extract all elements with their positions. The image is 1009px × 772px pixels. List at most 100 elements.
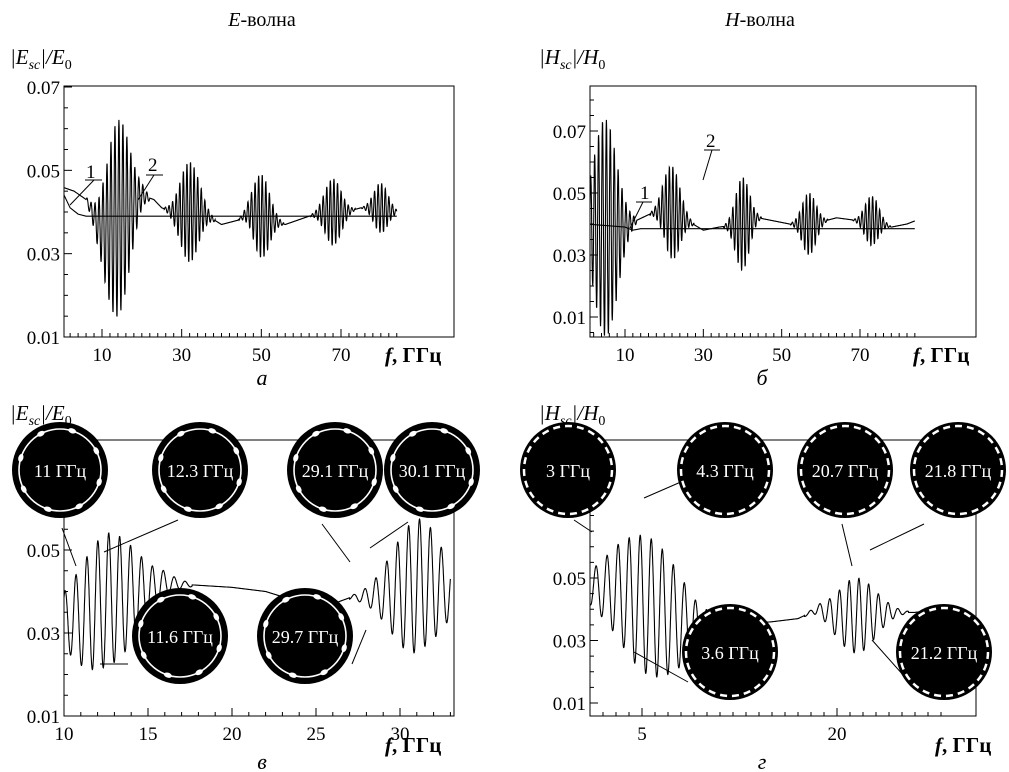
ring-boundary [293, 428, 377, 512]
xlabel-b: f, ГГц [913, 343, 969, 367]
series-line-b-2 [590, 119, 916, 336]
series-line-a-2 [64, 119, 398, 317]
ring-spot [440, 428, 449, 434]
curve-label-b-1: 1 [629, 183, 652, 229]
ring-spot [293, 453, 299, 462]
x-tick-label: 10 [93, 345, 112, 366]
ring-inset-29-1ghz: 29.1 ГГц [287, 422, 383, 518]
ring-spot [195, 669, 203, 676]
ring-body [677, 422, 773, 518]
ring-boundary [138, 594, 222, 678]
ring-inset-29-7ghz: 29.7 ГГц [257, 588, 353, 684]
leader-lines-v [61, 519, 409, 665]
y-tick-label: 0.03 [553, 246, 586, 267]
ring-body [287, 422, 383, 518]
y-tick-label: 0.01 [27, 328, 60, 349]
panel-letter-g: г [758, 749, 767, 772]
series-line-b-1 [590, 223, 915, 231]
ring-spot [157, 596, 165, 603]
ring-body [12, 422, 108, 518]
y-tick-label: 0.05 [553, 569, 586, 590]
ring-spot [343, 428, 352, 434]
header-e-wave: E-волна [227, 9, 296, 31]
ring-boundary [18, 428, 102, 512]
ring-spot [140, 651, 147, 659]
ring-spot [158, 453, 164, 462]
ring-boundary [390, 428, 474, 512]
ring-spot [390, 453, 396, 462]
ring-label: 29.7 ГГц [272, 627, 339, 647]
ring-spot [215, 503, 223, 510]
ring-inset-30-1ghz: 30.1 ГГц [384, 422, 480, 518]
ylabel-b: |Hsc|/H0 [539, 45, 605, 73]
ring-label: 29.1 ГГц [302, 461, 369, 481]
ring-spot [160, 485, 167, 493]
ring-spot [18, 453, 24, 462]
ring-body [132, 588, 228, 684]
y-tick-label: 0.07 [553, 122, 586, 143]
curve-label-a-2: 2 [137, 155, 163, 201]
x-tick-label: 10 [55, 724, 74, 745]
plot-b: 10 30 50 70 0.01 0.03 0.05 0.07 [553, 85, 977, 366]
series-line-a-1 [64, 193, 397, 217]
ring-spot [96, 478, 102, 487]
ring-spot [409, 430, 417, 437]
leader-lines-g [573, 477, 925, 683]
ring-inset-11-6ghz: 11.6 ГГц [132, 588, 228, 684]
ring-spot [392, 485, 399, 493]
ring-body [384, 422, 480, 518]
x-tick-label: 50 [252, 345, 271, 366]
ring-spot [138, 619, 144, 628]
ring-label: 3.6 ГГц [701, 643, 759, 663]
ring-spot [368, 447, 375, 455]
ring-label: 30.1 ГГц [399, 461, 466, 481]
ring-inset-20-7ghz: 20.7 ГГц [797, 422, 893, 518]
ring-spot [177, 430, 185, 437]
ring-spot [465, 447, 472, 455]
plot-frame-v [63, 439, 455, 717]
ring-label: 21.2 ГГц [911, 643, 978, 663]
ring-label: 11 ГГц [34, 461, 87, 481]
ring-spot [75, 503, 83, 510]
ring-spot [37, 430, 45, 437]
ring-spot [68, 428, 77, 434]
header-h-wave: H-волна [724, 9, 795, 31]
y-tick-label: 0.01 [27, 707, 60, 728]
ring-inset-4-3ghz: 4.3 ГГц [677, 422, 773, 518]
series-line-v-main [64, 518, 451, 671]
ring-boundary [799, 424, 891, 516]
ring-boundary [684, 606, 776, 698]
ring-spot [163, 672, 172, 678]
ring-spot [415, 506, 424, 512]
x-tick-label: 10 [616, 345, 635, 366]
ring-spot [216, 644, 222, 653]
ring-inset-21-8ghz: 21.8 ГГц [910, 422, 1006, 518]
ring-inset-3ghz: 3 ГГц [520, 422, 616, 518]
curve-label-b-2: 2 [702, 131, 720, 181]
xlabel-g: f, ГГц [935, 733, 991, 757]
ring-spot [313, 594, 322, 600]
ring-body [896, 604, 992, 700]
ring-inset-21-2ghz: 21.2 ГГц [896, 604, 992, 700]
ring-label: 12.3 ГГц [167, 461, 234, 481]
y-tick-label: 0.03 [27, 245, 60, 266]
ring-body [520, 422, 616, 518]
y-tick-label: 0.03 [553, 632, 586, 653]
x-tick-label: 30 [391, 724, 410, 745]
ring-boundary [263, 594, 347, 678]
ring-spot [20, 485, 27, 493]
x-tick-label: 20 [223, 724, 242, 745]
ring-inset-3-6ghz: 3.6 ГГц [682, 604, 778, 700]
svg-text:1: 1 [86, 162, 96, 183]
ring-boundary [912, 424, 1004, 516]
x-tick-label: 15 [139, 724, 158, 745]
ring-spot [282, 596, 290, 603]
panel-letter-v: в [257, 749, 267, 772]
ring-label: 11.6 ГГц [147, 627, 213, 647]
ring-body [152, 422, 248, 518]
ring-spot [447, 503, 455, 510]
ring-spot [350, 503, 358, 510]
ring-body [682, 604, 778, 700]
ring-boundary [522, 424, 614, 516]
